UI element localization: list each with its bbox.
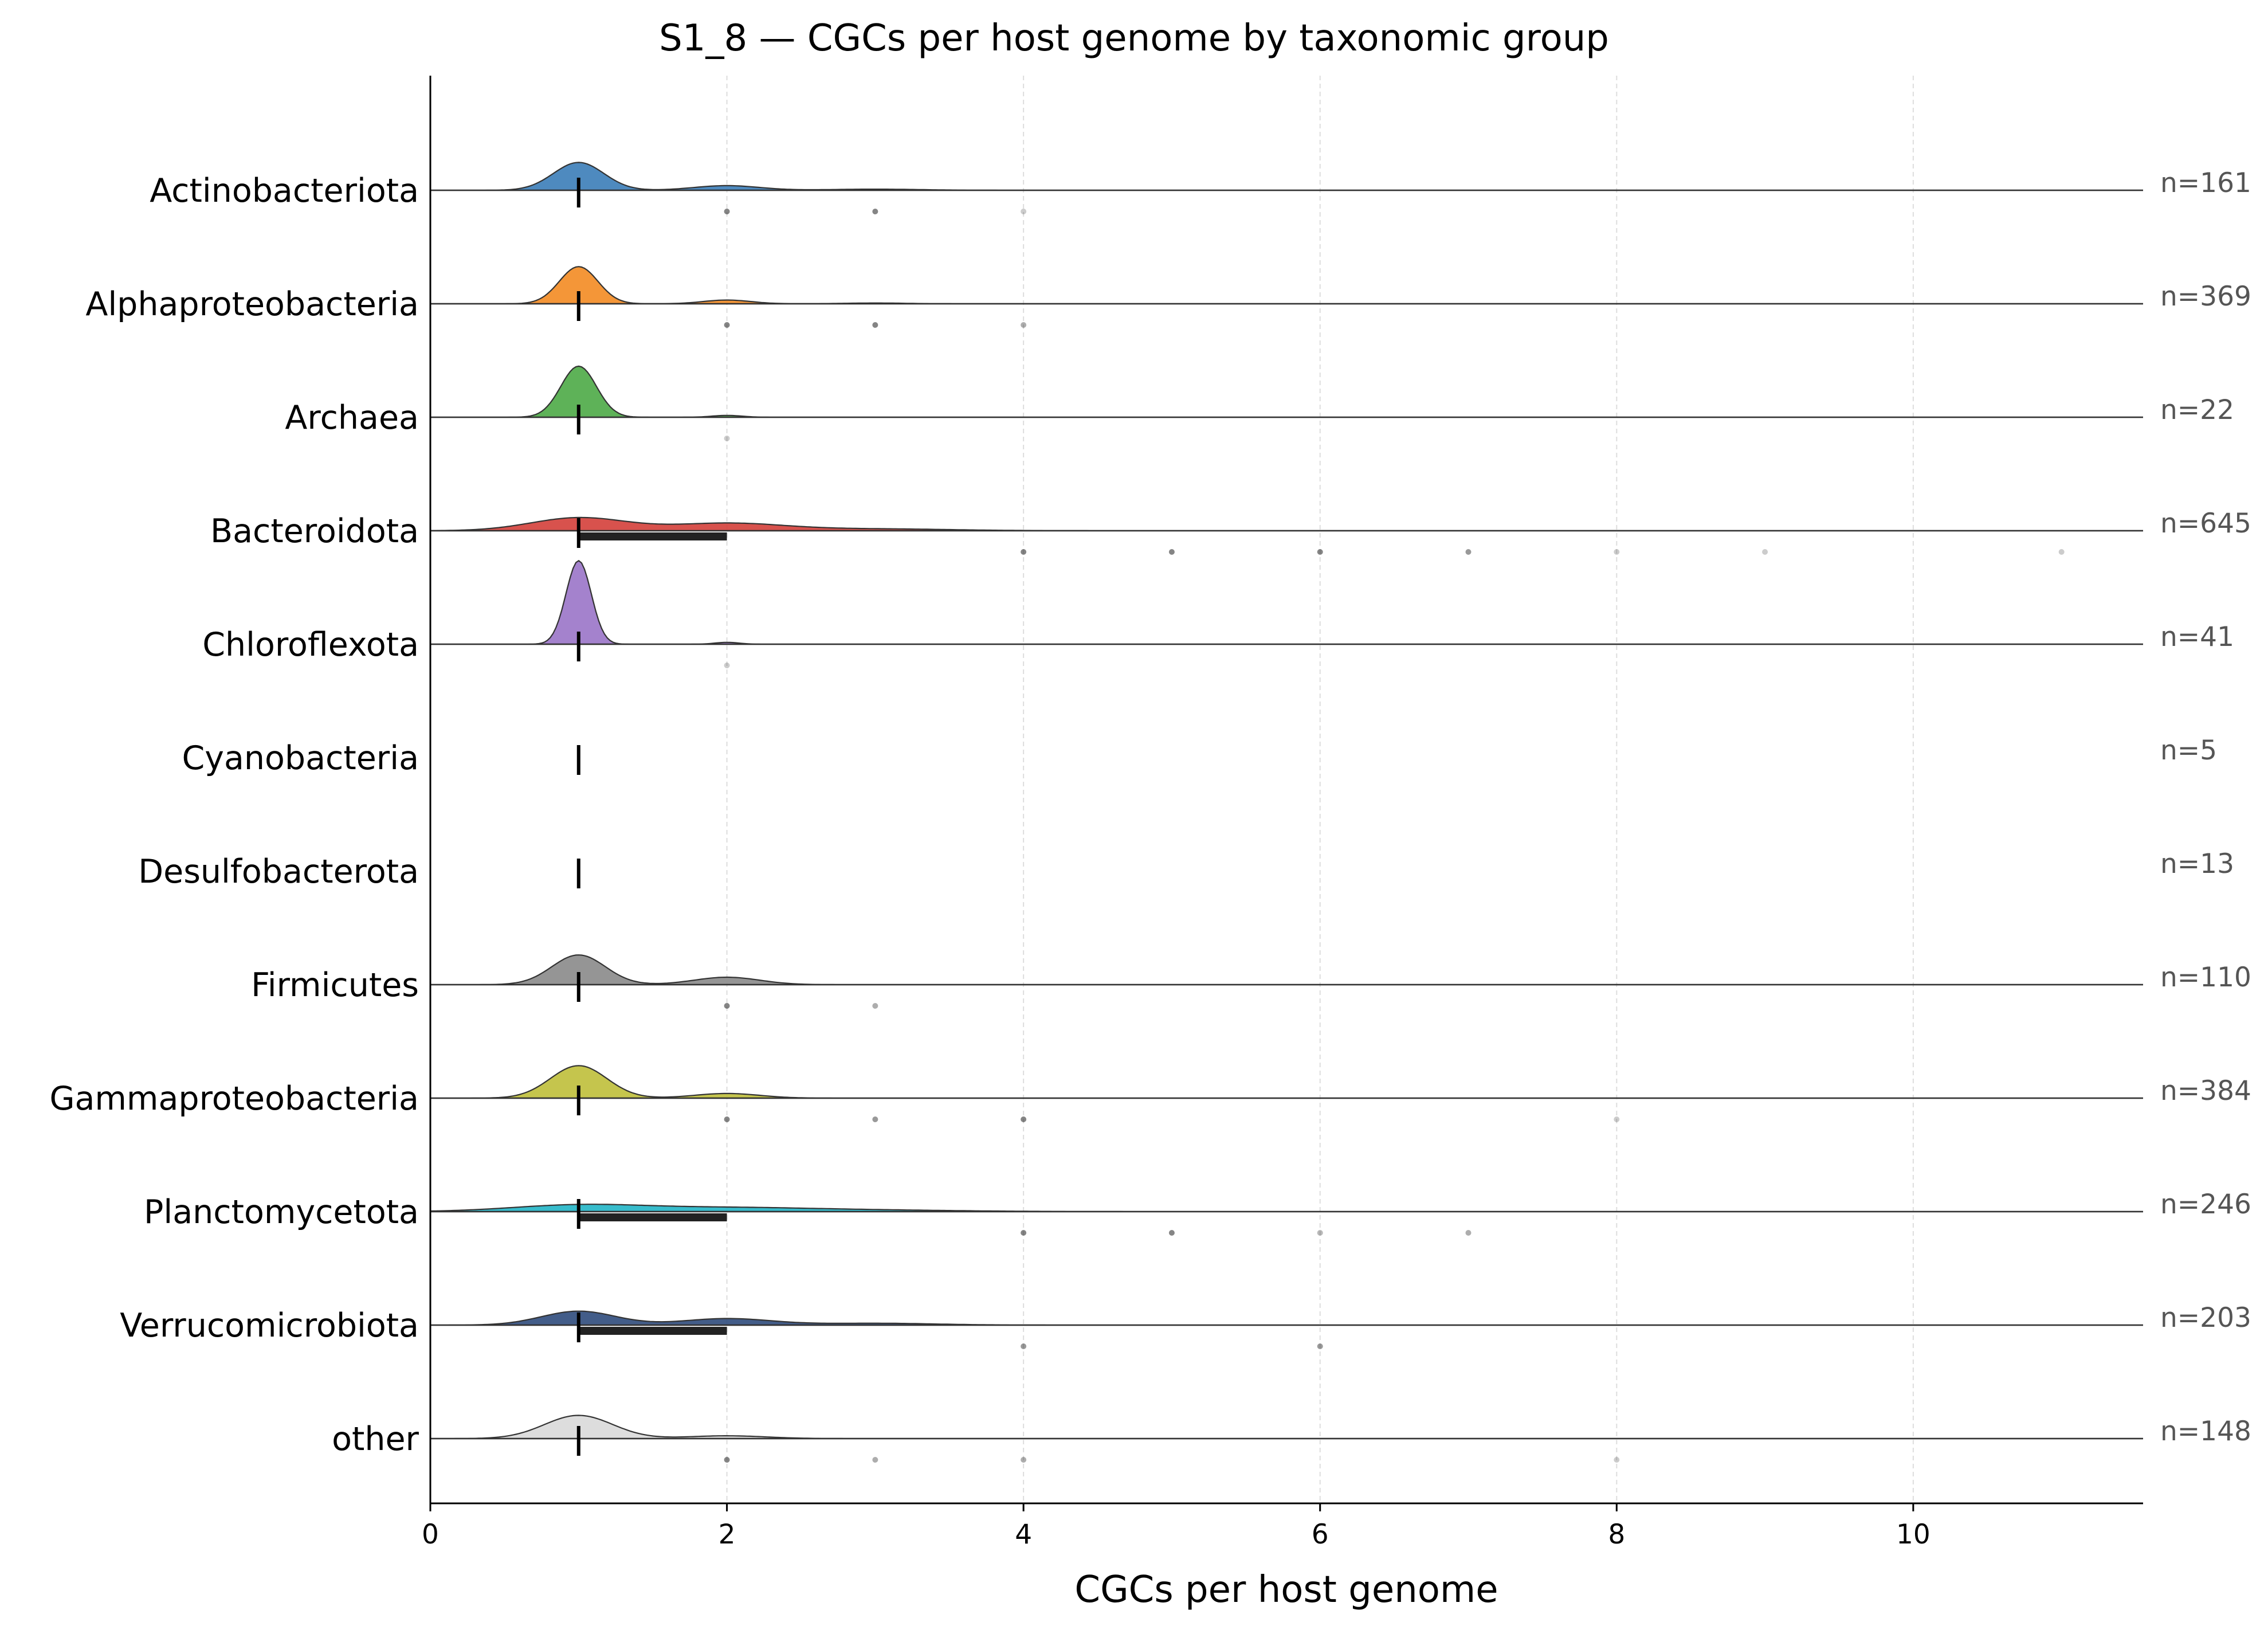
category-label: Gammaproteobacteria [49, 1080, 419, 1118]
outlier-point [1021, 1230, 1027, 1236]
x-tick-label: 8 [1608, 1519, 1625, 1550]
outlier-point [1465, 1230, 1472, 1236]
n-label: n=41 [2160, 621, 2234, 653]
x-tick-label: 4 [1015, 1519, 1032, 1550]
density-curve [430, 1415, 2143, 1440]
outlier-point [1168, 1230, 1175, 1236]
ridge-alphaproteobacteria: Alphaproteobacteria n=369 [85, 266, 2251, 328]
density-curve [430, 162, 2143, 191]
category-label: Cyanobacteria [182, 739, 419, 777]
category-label: Archaea [285, 399, 419, 437]
x-tick-label: 2 [719, 1519, 736, 1550]
outlier-point [1021, 209, 1027, 214]
ridge-other: other n=148 [332, 1415, 2251, 1463]
ridge-planctomycetota: Planctomycetota n=246 [144, 1189, 2251, 1236]
grid-lines [430, 76, 1914, 1503]
outlier-point [1021, 1457, 1027, 1463]
outlier-point [1021, 1343, 1027, 1349]
ridge-verrucomicrobiota: Verrucomicrobiota n=203 [120, 1302, 2251, 1349]
category-label: Firmicutes [251, 966, 419, 1004]
density-curve [430, 1065, 2143, 1099]
x-tick-label: 0 [422, 1519, 439, 1550]
x-tick-label: 6 [1312, 1519, 1329, 1550]
x-axis-label: CGCs per host genome [1074, 1569, 1498, 1611]
outlier-point [872, 209, 878, 214]
outlier-point [1614, 549, 1620, 555]
category-label: Alphaproteobacteria [85, 285, 419, 323]
outlier-point [872, 322, 878, 328]
outlier-point [1021, 322, 1027, 328]
ridge-desulfobacterota: Desulfobacterota n=13 [138, 848, 2234, 891]
x-ticks: 0 2 4 6 8 10 [422, 1503, 1930, 1550]
density-curve [430, 954, 2143, 986]
n-label: n=369 [2160, 281, 2251, 312]
density-curve [430, 266, 2143, 305]
n-label: n=13 [2160, 848, 2234, 880]
category-label: Actinobacteriota [150, 172, 419, 210]
density-curve [430, 1310, 2143, 1326]
category-label: Bacteroidota [210, 512, 419, 550]
outlier-point [1614, 1457, 1620, 1463]
outlier-point [724, 1457, 730, 1463]
outlier-point [872, 1116, 878, 1122]
outlier-point [724, 1003, 730, 1009]
outlier-point [1317, 1343, 1323, 1349]
outlier-point [872, 1457, 878, 1463]
outlier-point [724, 209, 730, 214]
outlier-point [1168, 549, 1175, 555]
n-label: n=384 [2160, 1075, 2251, 1107]
outlier-point [1021, 1116, 1027, 1122]
ridge-archaea: Archaea n=22 [285, 365, 2234, 441]
x-tick-label: 10 [1896, 1519, 1930, 1550]
n-label: n=161 [2160, 167, 2251, 199]
n-label: n=203 [2160, 1302, 2251, 1334]
outlier-point [724, 1116, 730, 1122]
outlier-point [1021, 549, 1027, 555]
axes [429, 76, 2143, 1504]
outlier-point [724, 436, 730, 441]
n-label: n=5 [2160, 735, 2217, 766]
ridge-cyanobacteria: Cyanobacteria n=5 [182, 735, 2217, 777]
n-label: n=148 [2160, 1416, 2251, 1447]
category-label: Planctomycetota [144, 1193, 419, 1231]
chart-title: S1_8 — CGCs per host genome by taxonomic… [659, 17, 1609, 60]
outlier-point [1614, 1116, 1620, 1122]
n-label: n=645 [2160, 508, 2251, 539]
outlier-point [724, 663, 730, 668]
n-label: n=110 [2160, 962, 2251, 993]
outlier-point [2058, 549, 2065, 555]
outlier-point [724, 322, 730, 328]
outlier-point [1465, 549, 1472, 555]
density-curve [429, 516, 2143, 532]
n-label: n=246 [2160, 1189, 2251, 1220]
outlier-point [1317, 549, 1323, 555]
ridges: Actinobacteriota n=161 Alphaproteobacteria… [49, 162, 2251, 1463]
outlier-point [872, 1003, 878, 1009]
ridge-gammaproteobacteria: Gammaproteobacteria n=384 [49, 1065, 2251, 1122]
n-label: n=22 [2160, 394, 2234, 426]
density-curve [430, 559, 2143, 645]
ridge-actinobacteriota: Actinobacteriota n=161 [150, 162, 2251, 214]
category-label: Desulfobacterota [138, 853, 419, 891]
ridge-chloroflexota: Chloroflexota n=41 [202, 559, 2234, 668]
ridge-bacteroidota: Bacteroidota n=645 [210, 508, 2251, 555]
category-label: other [332, 1420, 419, 1458]
outlier-point [1317, 1230, 1323, 1236]
category-label: Chloroflexota [202, 626, 419, 664]
category-label: Verrucomicrobiota [120, 1307, 419, 1345]
ridge-firmicutes: Firmicutes n=110 [251, 954, 2251, 1009]
outlier-point [1762, 549, 1768, 555]
density-curve [430, 365, 2143, 418]
density-curve [429, 1204, 2143, 1213]
